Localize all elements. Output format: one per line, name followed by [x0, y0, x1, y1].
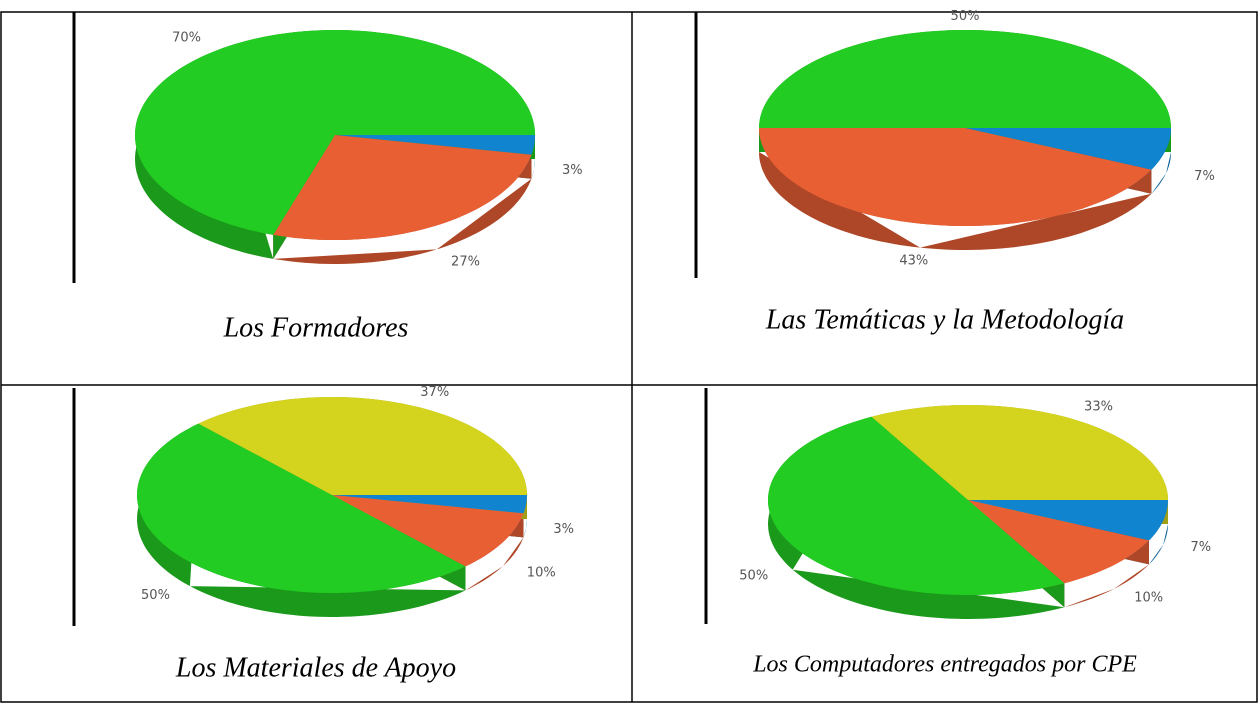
- value-label: 7%: [1194, 169, 1215, 184]
- value-label: 70%: [172, 31, 201, 46]
- value-label: 50%: [951, 9, 980, 24]
- value-label: 3%: [562, 163, 583, 178]
- caption: Las Temáticas y la Metodología: [765, 304, 1124, 335]
- slice: [768, 416, 1065, 595]
- table-border: [0, 11, 1258, 703]
- slice: [198, 397, 527, 495]
- value-label: 7%: [1191, 540, 1212, 555]
- value-label: 43%: [899, 254, 928, 269]
- value-label: 50%: [141, 588, 170, 603]
- slice: [759, 128, 1152, 226]
- slice: [871, 405, 1168, 500]
- value-label: 50%: [739, 569, 768, 584]
- value-label: 37%: [420, 385, 449, 400]
- slice: [332, 495, 524, 567]
- slice: [137, 423, 466, 593]
- value-label: 3%: [553, 522, 574, 537]
- caption: Los Materiales de Apoyo: [175, 652, 456, 683]
- slice: [273, 135, 532, 240]
- slice: [759, 30, 1171, 128]
- value-label: 27%: [451, 255, 480, 270]
- slice: [965, 128, 1171, 170]
- slice: [968, 500, 1168, 541]
- value-label: 10%: [1134, 591, 1163, 606]
- caption: Los Formadores: [223, 312, 409, 343]
- slice: [135, 30, 535, 235]
- value-label: 10%: [527, 565, 556, 580]
- caption: Los Computadores entregados por CPE: [752, 652, 1137, 678]
- slice: [332, 495, 527, 514]
- slice: [968, 500, 1149, 584]
- slice: [335, 135, 535, 155]
- value-label: 33%: [1084, 399, 1113, 414]
